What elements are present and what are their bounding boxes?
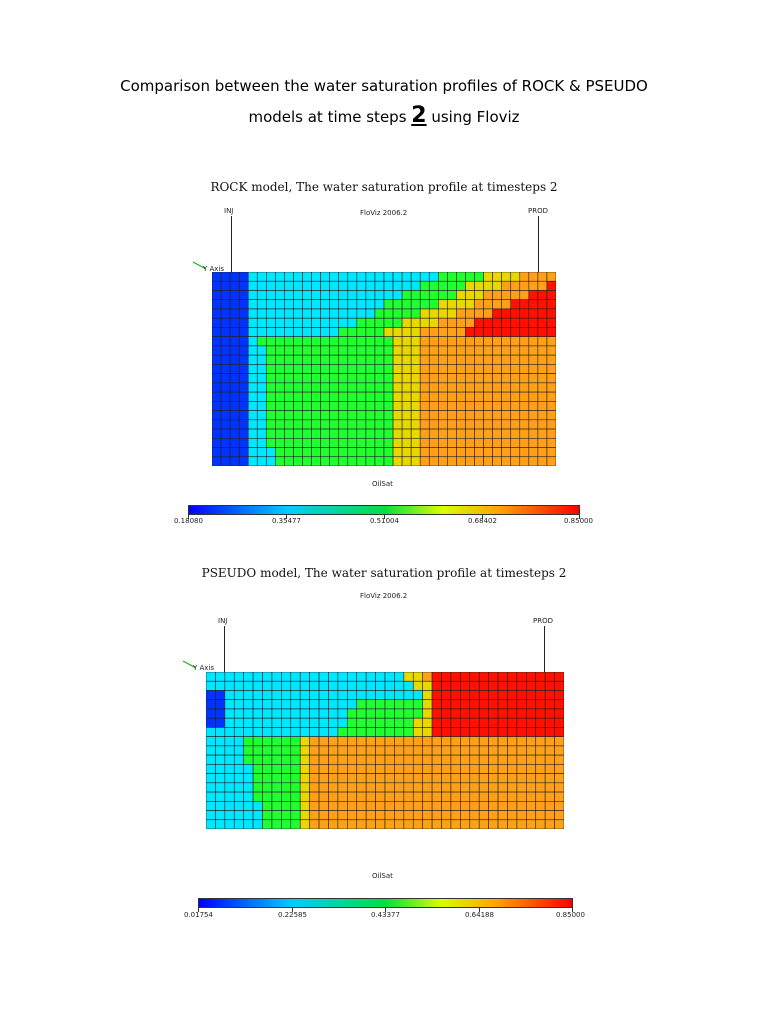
rock-prod-label: PROD [528,207,548,215]
rock-prod-well [538,216,539,272]
document-title-line2: models at time steps 2 using Floviz [0,103,768,128]
rock-colorbar-tick [579,514,580,519]
rock-colorbar-tick [286,514,287,519]
rock-colorbar-label: 0.51004 [370,517,399,525]
title-line2-prefix: models at time steps [248,108,412,126]
rock-inj-label: INJ [224,207,234,215]
rock-colorbar-tick [482,514,483,519]
pseudo-colorbar-tick [292,907,293,912]
pseudo-software-label: FloViz 2006.2 [360,592,408,600]
pseudo-property-label: OilSat [372,872,393,880]
pseudo-colorbar-label: 0.22585 [278,911,307,919]
pseudo-colorbar-tick [198,907,199,912]
rock-colorbar-tick [188,514,189,519]
rock-plot-title: ROCK model, The water saturation profile… [210,180,558,194]
pseudo-prod-label: PROD [533,617,553,625]
pseudo-inj-label: INJ [218,617,228,625]
document-title-line1: Comparison between the water saturation … [120,77,648,95]
rock-y-axis-icon [192,261,207,270]
rock-colorbar-label: 0.85000 [564,517,593,525]
rock-property-label: OilSat [372,480,393,488]
rock-y-axis-label: Y Axis [203,265,225,273]
pseudo-y-axis-label: Y Axis [193,664,215,672]
pseudo-saturation-grid [206,672,564,829]
pseudo-colorbar-tick [572,907,573,912]
pseudo-colorbar-label: 0.01754 [184,911,213,919]
rock-saturation-grid [212,272,556,466]
rock-software-label: FloViz 2006.2 [360,209,408,217]
pseudo-y-axis-icon [182,660,197,669]
timestep-number: 2 [411,103,427,128]
rock-colorbar-label: 0.35477 [272,517,301,525]
pseudo-prod-well [544,626,545,672]
rock-colorbar-label: 0.68402 [468,517,497,525]
pseudo-colorbar-label: 0.85000 [556,911,585,919]
title-line2-suffix: using Floviz [426,108,520,126]
pseudo-colorbar-label: 0.43377 [371,911,400,919]
pseudo-plot-title: PSEUDO model, The water saturation profi… [201,566,567,580]
pseudo-inj-well [224,626,225,672]
pseudo-colorbar-tick [479,907,480,912]
rock-inj-well [231,216,232,272]
rock-colorbar-tick [384,514,385,519]
pseudo-colorbar-tick [385,907,386,912]
pseudo-colorbar-label: 0.64188 [465,911,494,919]
rock-colorbar-label: 0.18080 [174,517,203,525]
